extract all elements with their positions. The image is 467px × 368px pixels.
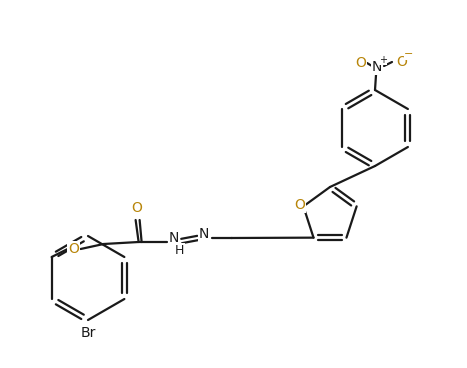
Text: O: O xyxy=(355,56,367,70)
Text: Br: Br xyxy=(80,326,96,340)
Text: H: H xyxy=(175,244,184,256)
Text: O: O xyxy=(68,242,79,256)
Text: −: − xyxy=(404,49,414,59)
Text: O: O xyxy=(396,55,407,69)
Text: +: + xyxy=(379,55,387,65)
Text: N: N xyxy=(169,231,179,245)
Text: O: O xyxy=(131,201,142,215)
Text: O: O xyxy=(294,198,305,212)
Text: N: N xyxy=(198,227,209,241)
Text: N: N xyxy=(372,60,382,74)
